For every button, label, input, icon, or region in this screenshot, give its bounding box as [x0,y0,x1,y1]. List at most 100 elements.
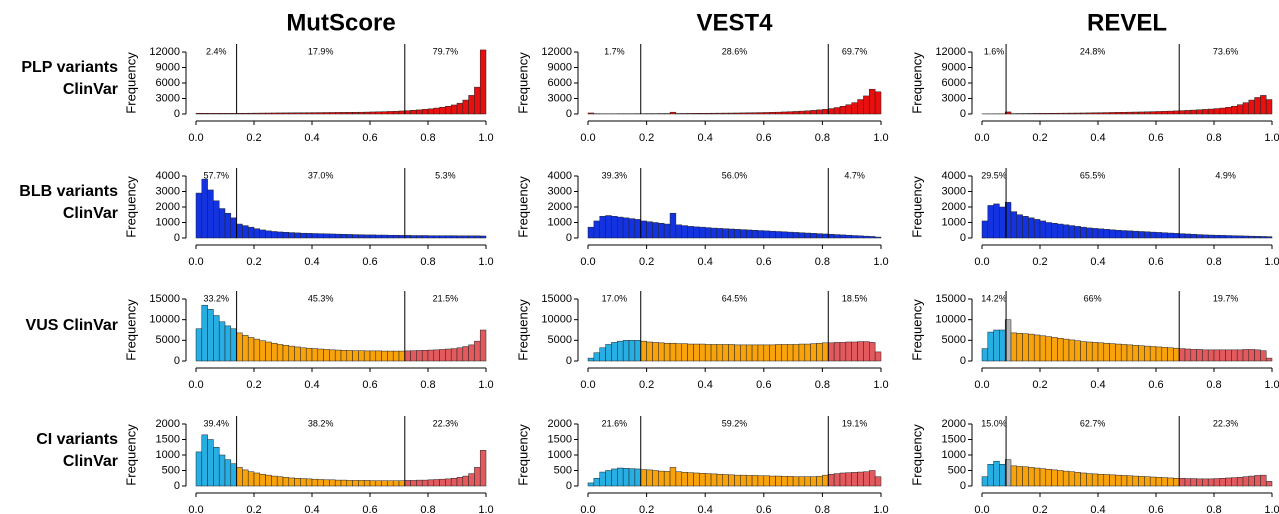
row-label: VUS ClinVar [26,317,118,334]
histogram-bar [1033,334,1041,362]
histogram-bar [757,475,765,487]
histogram-bar [1149,346,1157,362]
histogram-bar [1057,112,1064,115]
y-tick-label: 3000 [548,185,572,197]
histogram-bar [1022,466,1029,487]
histogram-bar [981,348,989,362]
y-tick-label: 3000 [942,92,966,104]
region-percent: 4.9% [1215,170,1236,180]
histogram-bar [218,321,226,362]
y-tick-label: 3000 [548,92,572,104]
histogram-bar [1016,214,1023,239]
histogram-bar [334,112,342,115]
histogram-bar [224,113,232,115]
histogram-bar [416,479,423,487]
histogram-bar [587,482,595,487]
histogram-bar [474,86,481,115]
histogram-bar [421,350,429,362]
histogram-bar [786,476,794,487]
histogram-bar [704,344,712,362]
histogram-bar [704,112,712,115]
histogram-bar [207,189,214,239]
x-tick-label: 1.0 [478,504,493,514]
histogram-bar [804,110,811,115]
region-percent: 4.7% [844,170,865,180]
histogram-bar [253,472,261,487]
histogram-bar [757,344,765,362]
histogram-bar [792,111,800,115]
histogram-bar [1265,481,1273,487]
histogram-bar [282,345,290,362]
histogram-bar [769,344,776,362]
x-tick-label: 0.6 [756,504,771,514]
histogram-bar [1132,230,1139,239]
histogram-bar [282,232,290,239]
y-axis-label: Frequency [515,424,530,486]
histogram-bar [599,347,606,362]
histogram-bar [804,232,811,239]
histogram-bar [346,112,353,115]
histogram-bar [1091,473,1099,487]
histogram-bar [622,217,630,239]
histogram-bar [230,113,237,115]
histogram-bar [1045,336,1052,362]
histogram-bar [1202,234,1209,239]
x-tick-label: 0.0 [974,504,989,514]
y-tick-label: 9000 [942,61,966,73]
histogram-bar [816,342,823,362]
histogram-bar [224,459,232,487]
x-tick-label: 1.0 [478,379,493,391]
x-tick-label: 0.8 [815,132,830,144]
y-tick-label: 1000 [156,216,180,228]
x-tick-label: 0.8 [1206,132,1221,144]
y-tick-label: 6000 [942,77,966,89]
histogram-bar [468,95,475,115]
histogram-bar [745,475,753,487]
histogram-bar [981,220,989,239]
y-tick-label: 500 [948,464,966,476]
region-percent: 21.6% [602,418,628,428]
histogram-bar [1039,335,1047,362]
histogram-bar [305,347,313,362]
histogram-bar [456,102,464,115]
histogram-bar [271,112,278,115]
histogram-bar [201,113,208,115]
x-tick-label: 1.0 [478,132,493,144]
y-axis-label: Frequency [123,52,138,114]
histogram-bar [195,112,203,115]
x-tick-label: 0.6 [756,379,771,391]
histogram-bar [1086,112,1093,115]
histogram-bar [358,480,365,487]
histogram-bar [363,480,371,487]
histogram-bar [288,112,295,115]
y-tick-label: 15000 [149,293,180,305]
histogram-bar [1126,111,1134,115]
histogram-bar [294,232,301,239]
histogram-bar [1236,235,1244,239]
histogram-bar [1248,235,1255,239]
histogram-bar [1068,225,1076,239]
y-tick-label: 4000 [156,170,180,182]
histogram-bar [1144,111,1151,115]
histogram-bar [1103,112,1110,115]
x-tick-label: 0.4 [1090,504,1105,514]
histogram-bar [716,473,724,487]
x-tick-label: 0.4 [698,504,713,514]
histogram-bar [323,349,330,362]
y-tick-label: 0 [566,232,572,244]
histogram-bar [681,343,688,362]
y-tick-label: 0 [960,480,966,492]
x-tick-label: 0.0 [974,132,989,144]
histogram-bar [617,216,624,239]
histogram-bar [874,236,882,239]
histogram-bar [1045,113,1052,115]
histogram-bar [669,467,677,487]
histogram-bar [1236,349,1244,362]
histogram-bar [230,328,237,362]
x-tick-label: 0.4 [698,256,713,268]
histogram-bar [781,476,788,487]
x-tick-label: 0.6 [1148,504,1163,514]
y-tick-label: 1000 [942,449,966,461]
histogram-bar [722,474,729,487]
